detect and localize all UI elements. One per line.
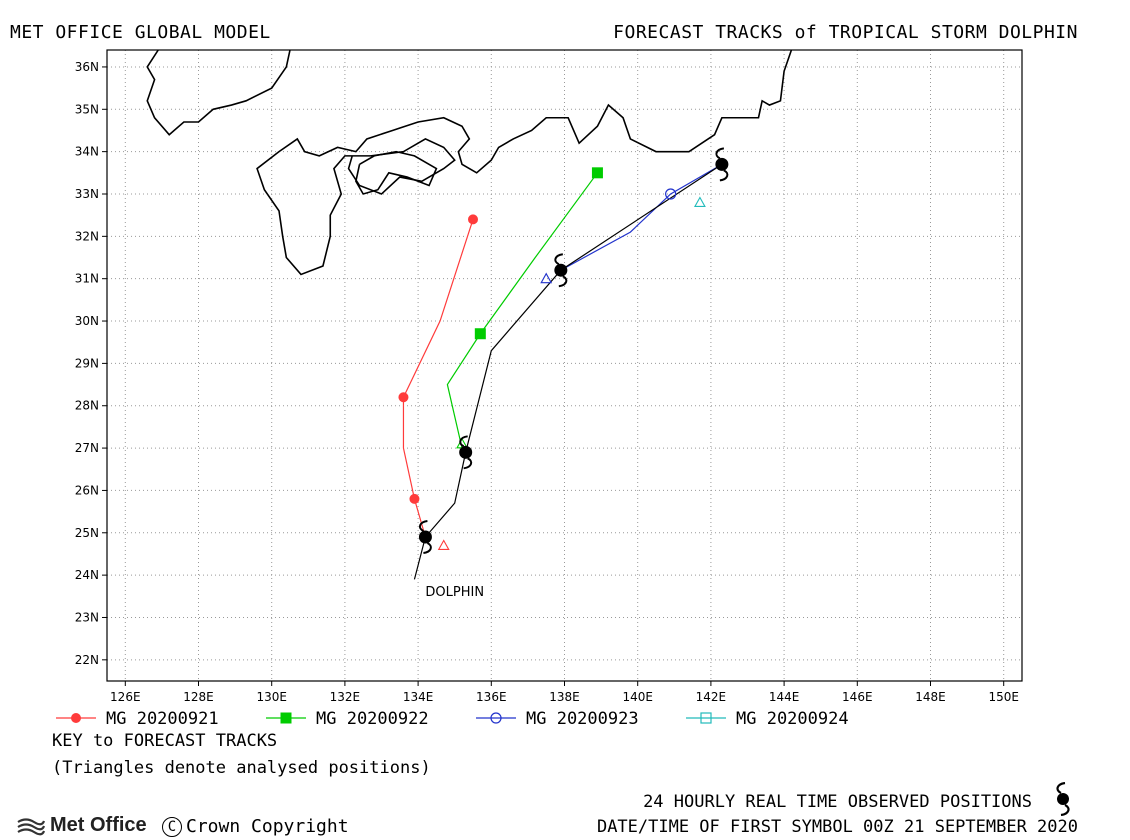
forecast-marker <box>398 392 409 403</box>
cyclone-symbol-arm <box>459 435 468 448</box>
x-tick-label: 148E <box>915 690 946 704</box>
y-tick-label: 30N <box>75 314 99 328</box>
tracks: DOLPHIN <box>398 147 729 600</box>
cyclone-symbol-arm <box>715 147 725 160</box>
cyclone-symbol-core <box>418 530 432 544</box>
legend-marker <box>700 712 712 724</box>
x-tick-label: 138E <box>549 690 580 704</box>
x-tick-label: 146E <box>842 690 873 704</box>
cyclone-symbol-arm <box>418 520 428 532</box>
forecast-track-line <box>560 163 723 271</box>
x-tick-label: 132E <box>330 690 361 704</box>
observed-positions-label: 24 HOURLY REAL TIME OBSERVED POSITIONS <box>643 792 1032 812</box>
map-grid <box>107 50 1022 681</box>
legend-marker <box>280 712 292 724</box>
header-right-title: FORECAST TRACKS of TROPICAL STORM DOLPHI… <box>613 22 1078 43</box>
legend: MG 20200921 MG 20200922 MG 20200923 MG 2020… <box>56 709 849 729</box>
analysed-position-triangle <box>693 196 706 208</box>
forecast-track-line <box>446 172 598 453</box>
forecast-marker <box>468 214 478 225</box>
x-tick-label: 126E <box>110 690 141 704</box>
cyclone-symbol <box>554 253 568 288</box>
analysed-position-triangle <box>437 539 450 551</box>
legend-label: MG 20200923 <box>526 709 639 729</box>
analysed-position-triangle <box>540 272 553 284</box>
legend-label: MG 20200922 <box>316 709 429 729</box>
met-office-logo: Met Office <box>16 814 147 837</box>
cyclone-symbol-arm <box>463 457 473 470</box>
cyclone-symbol-core <box>459 445 473 459</box>
x-tick-label: 142E <box>696 690 727 704</box>
cyclone-symbol-core <box>715 157 729 171</box>
y-tick-label: 36N <box>75 60 99 74</box>
x-tick-label: 136E <box>476 690 507 704</box>
y-tick-label: 27N <box>75 441 99 455</box>
cyclone-symbol-core <box>554 263 568 277</box>
cyclone-icon <box>1056 782 1070 816</box>
y-tick-label: 23N <box>75 610 99 624</box>
observed-track-line <box>413 163 723 580</box>
met-office-logo-text: Met Office <box>50 814 147 836</box>
coastline <box>256 50 793 276</box>
x-tick-label: 130E <box>256 690 287 704</box>
legend-marker <box>71 713 81 723</box>
cyclone-symbol-arm <box>719 169 729 182</box>
copyright-text: Crown Copyright <box>186 816 349 837</box>
date-time-label: DATE/TIME OF FIRST SYMBOL 00Z 21 SEPTEMB… <box>596 817 1078 837</box>
coastline <box>146 50 291 136</box>
y-tick-label: 24N <box>75 568 99 582</box>
key-title: KEY to FORECAST TRACKS <box>52 731 278 751</box>
forecast-track-line <box>402 219 474 538</box>
x-tick-label: 134E <box>403 690 434 704</box>
y-tick-label: 35N <box>75 102 99 116</box>
cyclone-symbol <box>459 435 473 470</box>
cyclone-symbol <box>715 147 729 182</box>
y-tick-label: 26N <box>75 483 99 497</box>
cyclone-symbol-arm <box>558 275 568 288</box>
forecast-marker <box>409 493 420 504</box>
legend-marker <box>490 712 502 724</box>
y-tick-label: 28N <box>75 399 99 413</box>
forecast-marker <box>474 328 486 340</box>
storm-label: DOLPHIN <box>425 585 484 600</box>
y-tick-label: 34N <box>75 145 99 159</box>
met-office-logo-icon <box>17 817 46 835</box>
copyright: C Crown Copyright <box>162 816 349 837</box>
y-tick-label: 32N <box>75 229 99 243</box>
forecast-marker <box>591 167 603 179</box>
cyclone-symbol-arm <box>554 253 564 266</box>
coastline <box>355 150 438 195</box>
x-tick-label: 144E <box>769 690 800 704</box>
y-tick-label: 22N <box>75 653 99 667</box>
y-tick-label: 33N <box>75 187 99 201</box>
y-tick-label: 31N <box>75 272 99 286</box>
forecast-marker <box>665 188 677 200</box>
y-tick-label: 29N <box>75 356 99 370</box>
map-axes: 126E 128E 130E 132E 134E 136E 138E 140E 142E 144E… <box>75 60 1019 704</box>
key-note: (Triangles denote analysed positions) <box>52 758 431 778</box>
coastlines <box>146 50 793 276</box>
x-tick-label: 140E <box>622 690 653 704</box>
cyclone-symbol-arm <box>423 542 432 555</box>
y-tick-label: 25N <box>75 526 99 540</box>
cyclone-symbol <box>418 520 432 555</box>
legend-label: MG 20200924 <box>736 709 849 729</box>
x-tick-label: 128E <box>183 690 214 704</box>
legend-label: MG 20200921 <box>106 709 219 729</box>
header-left-title: MET OFFICE GLOBAL MODEL <box>10 22 271 43</box>
x-tick-label: 150E <box>988 690 1019 704</box>
copyright-symbol: C <box>162 816 182 837</box>
